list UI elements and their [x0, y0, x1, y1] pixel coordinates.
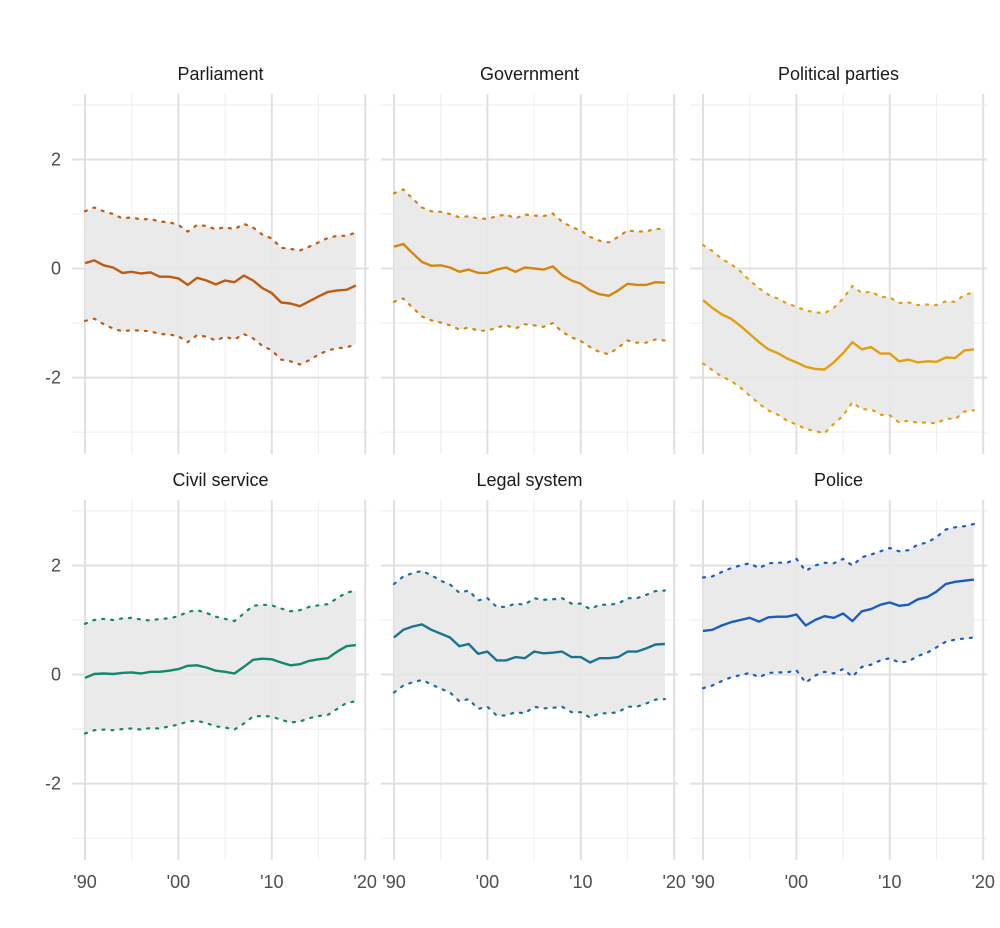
x-tick-label: '90 — [382, 872, 405, 892]
lower-bound-line — [701, 362, 976, 435]
x-tick-label: '10 — [878, 872, 901, 892]
panels-layer: Parliament Government Political parties Civ… — [72, 64, 987, 860]
confidence-band — [85, 590, 356, 734]
upper-bound-line — [701, 522, 976, 579]
mean-line — [393, 242, 665, 297]
x-tick-label: '20 — [662, 872, 685, 892]
y-tick-label: 2 — [51, 149, 61, 169]
panel-title: Civil service — [172, 470, 268, 490]
lower-bound-line — [392, 678, 667, 719]
x-tick-label: '90 — [691, 872, 714, 892]
y-tick-label: -2 — [45, 368, 61, 388]
confidence-band — [703, 245, 974, 434]
x-axis-layer: '90 '00 '10 '20 '90 '00 '10 '20 '90 '00 '10 '20 — [73, 872, 995, 892]
mean-line — [702, 578, 975, 633]
panel-title: Parliament — [177, 64, 263, 84]
lower-bound-line — [83, 700, 357, 735]
panel-legal-system: Legal system — [381, 470, 678, 860]
y-tick-label: 0 — [51, 259, 61, 279]
lower-bound-line — [83, 317, 357, 366]
y-tick-label: 0 — [51, 665, 61, 685]
x-tick-label: '10 — [569, 872, 592, 892]
x-tick-label: '90 — [73, 872, 96, 892]
x-tick-label: '20 — [971, 872, 994, 892]
confidence-band — [85, 207, 356, 365]
upper-bound-line — [83, 206, 357, 252]
x-tick-label: '10 — [260, 872, 283, 892]
panel-government: Government — [381, 64, 678, 454]
panel-title: Police — [814, 470, 863, 490]
upper-bound-line — [701, 244, 976, 315]
upper-bound-line — [392, 188, 667, 244]
panel-title: Political parties — [778, 64, 899, 84]
mean-line — [84, 643, 357, 679]
mean-line — [393, 623, 665, 664]
confidence-band — [394, 189, 665, 355]
upper-bound-line — [83, 589, 357, 625]
mean-line — [702, 299, 975, 371]
panel-title: Legal system — [476, 470, 582, 490]
x-tick-label: '00 — [785, 872, 808, 892]
confidence-band — [394, 570, 665, 718]
y-axis-layer: -2 0 2 -2 0 2 — [45, 149, 61, 793]
y-tick-label: 2 — [51, 555, 61, 575]
panel-parliament: Parliament — [72, 64, 369, 454]
panel-title: Government — [480, 64, 579, 84]
lower-bound-line — [701, 636, 976, 690]
x-tick-label: '00 — [167, 872, 190, 892]
panel-political-parties: Political parties — [690, 64, 987, 454]
x-tick-label: '00 — [476, 872, 499, 892]
confidence-band — [703, 524, 974, 689]
mean-line — [84, 259, 357, 308]
panel-civil-service: Civil service — [72, 470, 369, 860]
panel-police: Police — [690, 470, 987, 860]
upper-bound-line — [392, 569, 667, 611]
lower-bound-line — [392, 297, 667, 356]
y-tick-label: -2 — [45, 774, 61, 794]
x-tick-label: '20 — [353, 872, 376, 892]
